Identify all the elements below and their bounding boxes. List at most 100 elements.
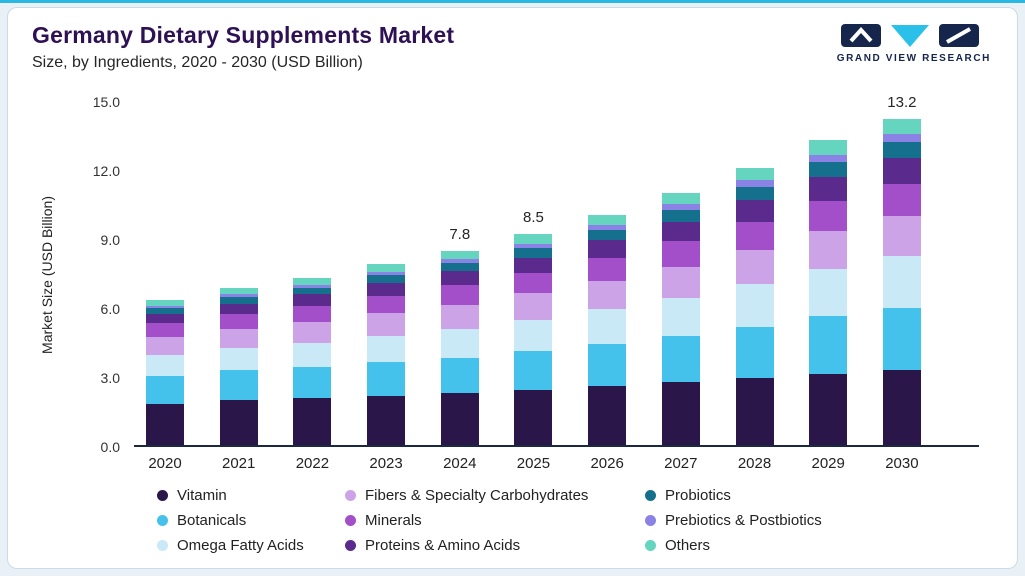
plot-area: 2020 2021 2022 2023 7.8 2024 8.5 2025 2026 2027 20… <box>134 94 979 472</box>
bar-segment-omega-fatty-acids <box>367 335 406 363</box>
bar-segment-proteins-amino-acids <box>440 271 479 286</box>
bar-segment-probiotics <box>588 229 627 241</box>
bar-segment-fibers-specialty-carbohydrates <box>809 231 848 270</box>
data-label-2025: 8.5 <box>523 209 544 227</box>
bar-segment-fibers-specialty-carbohydrates <box>882 216 921 257</box>
y-axis-title-column: Market Size (USD Billion) <box>32 102 62 447</box>
bar-segment-probiotics <box>219 297 258 304</box>
y-axis-title: Market Size (USD Billion) <box>39 195 55 354</box>
bar-segment-vitamin <box>809 373 848 445</box>
chart-legend: Vitamin Botanicals Omega Fatty Acids Fibers… <box>157 483 993 558</box>
bar-segment-others <box>661 192 700 205</box>
grand-view-research-logo-icon <box>840 24 979 47</box>
bar-segment-prebiotics-postbiotics <box>219 294 258 298</box>
bar-segment-others <box>882 118 921 134</box>
bar-segment-fibers-specialty-carbohydrates <box>146 336 184 356</box>
bar-segment-minerals <box>588 257 627 281</box>
bar-segment-prebiotics-postbiotics <box>588 224 627 230</box>
bar-segment-vitamin <box>219 400 258 445</box>
bar-segment-omega-fatty-acids <box>514 319 553 351</box>
data-label-2024: 7.8 <box>449 225 471 243</box>
legend-item-minerals: Minerals <box>345 512 645 529</box>
page-title: Germany Dietary Supplements Market <box>32 22 455 48</box>
bar-segment-minerals <box>146 323 184 337</box>
bar-segment-prebiotics-postbiotics <box>440 258 479 263</box>
x-tick-label-2029: 2029 <box>811 455 845 472</box>
legend-label-vitamin: Vitamin <box>177 487 227 504</box>
bar-segment-probiotics <box>661 209 700 222</box>
bar-segment-probiotics <box>146 308 184 314</box>
bar-segment-prebiotics-postbiotics <box>293 284 332 288</box>
legend-item-omega-fatty-acids: Omega Fatty Acids <box>157 537 345 554</box>
x-tick-label-2028: 2028 <box>737 455 772 472</box>
bar-segment-botanicals <box>146 376 184 404</box>
bar-segment-proteins-amino-acids <box>809 177 848 202</box>
legend-label-others: Others <box>665 537 711 554</box>
bar-segment-minerals <box>367 295 406 313</box>
bar-segment-others <box>440 250 479 259</box>
bar-segment-botanicals <box>367 362 406 396</box>
bar-segment-proteins-amino-acids <box>882 158 921 184</box>
chart-card: Germany Dietary Supplements Market Size,… <box>7 7 1018 569</box>
bar-2022: 2022 <box>293 100 332 472</box>
bar-segment-fibers-specialty-carbohydrates <box>514 293 553 320</box>
legend-label-prebiotics-postbiotics: Prebiotics & Postbiotics <box>665 512 822 529</box>
bar-segment-omega-fatty-acids <box>219 348 258 371</box>
bar-segment-botanicals <box>514 350 553 390</box>
bar-segment-others <box>293 277 332 285</box>
bar-segment-fibers-specialty-carbohydrates <box>367 312 406 336</box>
bar-segment-prebiotics-postbiotics <box>661 204 700 210</box>
bar-segment-fibers-specialty-carbohydrates <box>219 328 258 349</box>
bar-segment-proteins-amino-acids <box>293 294 332 306</box>
page-subtitle: Size, by Ingredients, 2020 - 2030 (USD B… <box>32 54 363 71</box>
legend-item-others: Others <box>645 537 993 554</box>
bar-segment-fibers-specialty-carbohydrates <box>293 321 332 343</box>
legend-marker-proteins-amino-acids <box>345 540 356 551</box>
x-tick-label-2026: 2026 <box>590 455 624 472</box>
top-accent-bar <box>0 0 1025 3</box>
y-tick-label-9: 9.0 <box>100 232 120 248</box>
bar-segment-prebiotics-postbiotics <box>809 154 848 162</box>
bar-segment-omega-fatty-acids <box>440 328 479 358</box>
legend-item-prebiotics-postbiotics: Prebiotics & Postbiotics <box>645 512 993 529</box>
legend-label-probiotics: Probiotics <box>665 487 731 504</box>
legend-marker-botanicals <box>157 515 168 526</box>
x-tick-label-2020: 2020 <box>148 455 182 472</box>
title-block: Germany Dietary Supplements Market Size,… <box>32 22 454 72</box>
legend-marker-minerals <box>345 515 356 526</box>
y-tick-label-0: 0.0 <box>100 439 120 455</box>
bar-segment-others <box>735 167 774 181</box>
bar-segment-fibers-specialty-carbohydrates <box>588 280 627 310</box>
bar-2030: 13.2 2030 <box>882 94 921 472</box>
x-tick-label-2024: 2024 <box>443 455 477 472</box>
bar-segment-botanicals <box>661 335 700 382</box>
bar-segment-proteins-amino-acids <box>735 200 774 222</box>
bar-segment-proteins-amino-acids <box>219 303 258 314</box>
bar-segment-minerals <box>219 313 258 329</box>
bar-segment-prebiotics-postbiotics <box>735 180 774 187</box>
bar-segment-minerals <box>514 272 553 294</box>
data-label-2030: 13.2 <box>887 93 917 111</box>
x-tick-label-2027: 2027 <box>664 455 698 472</box>
legend-item-proteins-amino-acids: Proteins & Amino Acids <box>345 537 645 554</box>
bar-2026: 2026 <box>588 100 627 472</box>
bar-segment-prebiotics-postbiotics <box>146 305 184 309</box>
bar-segment-proteins-amino-acids <box>146 313 184 324</box>
y-tick-label-3: 3.0 <box>100 370 120 386</box>
bar-segment-prebiotics-postbiotics <box>882 133 921 142</box>
bar-segment-botanicals <box>440 357 479 394</box>
bar-segment-others <box>146 300 184 306</box>
bar-segment-others <box>809 140 848 155</box>
bar-segment-probiotics <box>809 161 848 178</box>
legend-marker-prebiotics-postbiotics <box>645 515 656 526</box>
x-tick-label-2021: 2021 <box>222 455 256 472</box>
bar-segment-botanicals <box>219 370 258 401</box>
bar-segment-omega-fatty-acids <box>809 269 848 317</box>
y-tick-label-15: 15.0 <box>92 94 120 110</box>
bar-segment-omega-fatty-acids <box>661 297 700 336</box>
legend-item-vitamin: Vitamin <box>157 487 345 504</box>
bar-segment-fibers-specialty-carbohydrates <box>661 266 700 298</box>
bar-2024: 7.8 2024 <box>440 100 479 472</box>
legend-marker-others <box>645 540 656 551</box>
bar-segment-fibers-specialty-carbohydrates <box>735 249 774 285</box>
